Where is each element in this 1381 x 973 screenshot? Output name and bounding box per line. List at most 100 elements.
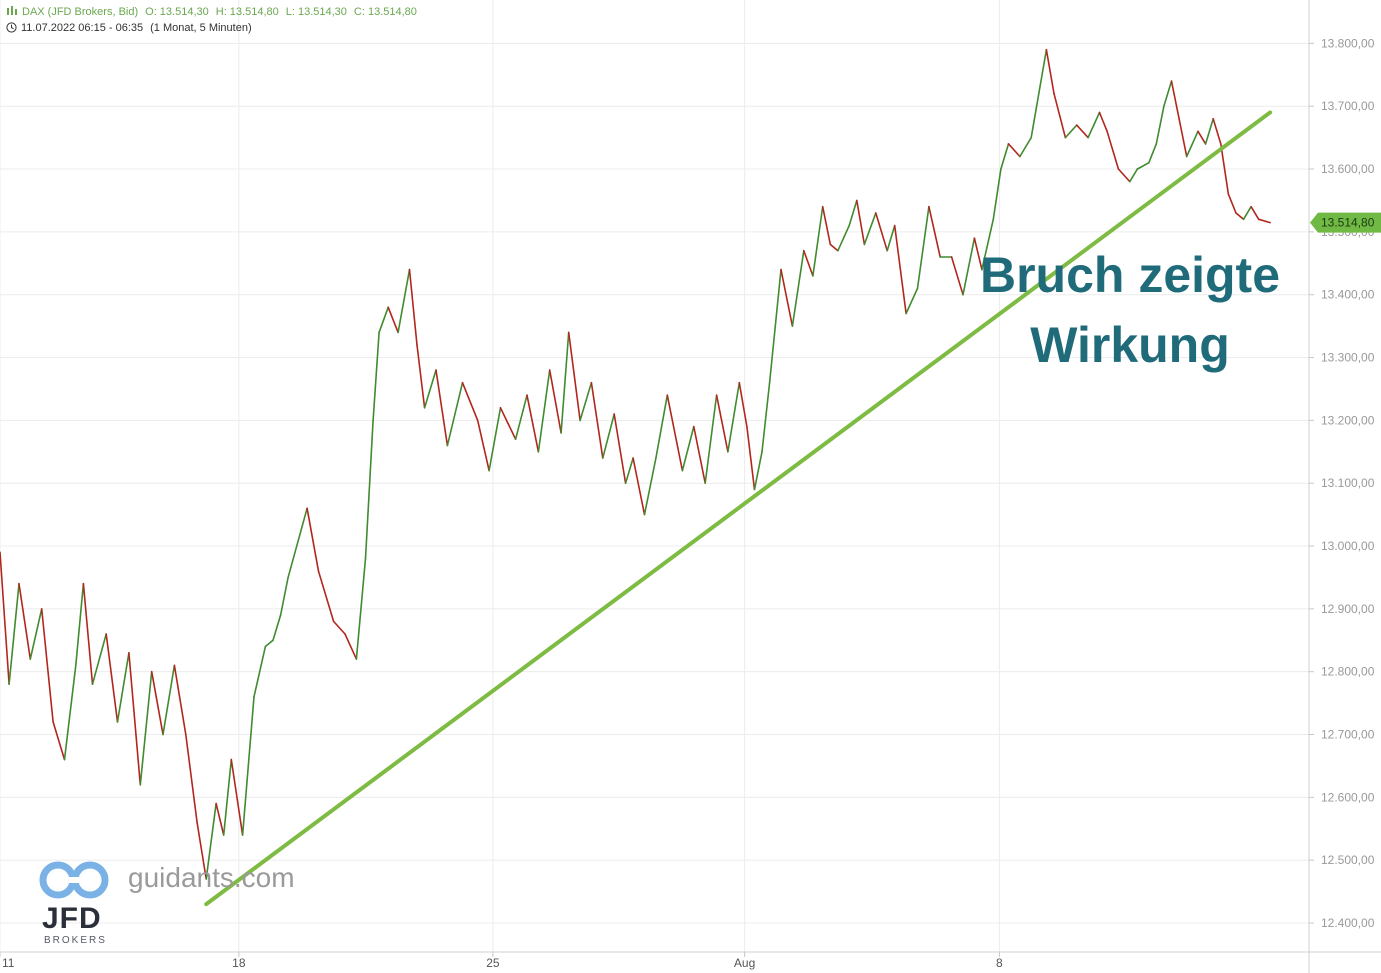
price-segment xyxy=(780,268,794,327)
price-segment xyxy=(746,425,756,491)
time-range: 11.07.2022 06:15 - 06:35 xyxy=(21,22,144,34)
price-segment xyxy=(1170,80,1180,120)
annotation-line-1: Bruch zeigte xyxy=(979,247,1281,303)
price-segment xyxy=(1117,168,1131,183)
price-segment xyxy=(1064,124,1078,139)
price-segment xyxy=(1129,168,1139,183)
price-segment xyxy=(287,507,308,579)
annotation-line-2: Wirkung xyxy=(1030,317,1230,373)
price-segment xyxy=(1204,118,1214,145)
price-segment xyxy=(666,394,684,472)
price-segment xyxy=(715,394,729,453)
last-price-tag: 13.514,80 xyxy=(1310,212,1381,233)
trendline xyxy=(204,110,1273,907)
price-segment xyxy=(279,576,289,616)
price-segment xyxy=(526,394,540,453)
x-axis-tick-label: 11 xyxy=(2,956,15,970)
price-segment xyxy=(950,256,964,296)
y-axis: 12.400,00 12.500,00 12.600,00 12.700,00 12.8… xyxy=(1308,0,1375,973)
price-segment xyxy=(1185,130,1199,158)
price-segment xyxy=(992,168,1002,221)
price-segment xyxy=(768,268,782,384)
y-axis-tick-label: 12.900,00 xyxy=(1321,602,1375,616)
price-segment xyxy=(364,419,374,560)
price-segment xyxy=(727,381,741,453)
price-segment xyxy=(63,664,77,761)
price-segment xyxy=(241,695,255,836)
price-segment xyxy=(1087,111,1101,139)
price-segment xyxy=(981,218,995,271)
price-segment xyxy=(567,331,581,422)
price-segment xyxy=(855,199,866,246)
y-axis-tick-label: 12.400,00 xyxy=(1321,916,1375,930)
price-segment xyxy=(82,582,94,686)
price-segment xyxy=(397,268,411,334)
price-segment xyxy=(40,608,54,723)
price-segment xyxy=(0,551,10,686)
price-segment xyxy=(632,457,646,516)
price-segment xyxy=(29,608,43,660)
price-segment xyxy=(387,306,399,334)
broker-logo-subtitle: BROKERS xyxy=(44,935,107,946)
price-segment xyxy=(1000,143,1010,170)
price-segment xyxy=(162,664,176,736)
price-segment xyxy=(1136,162,1150,170)
price-segment xyxy=(1178,118,1188,158)
price-segment xyxy=(1220,143,1230,195)
price-segment xyxy=(802,249,814,277)
price-segment xyxy=(264,639,274,648)
price-segment xyxy=(272,614,282,642)
price-segment xyxy=(821,205,832,246)
price-segment xyxy=(874,212,889,252)
price-segment xyxy=(579,381,593,422)
price-segment xyxy=(150,670,164,736)
y-axis-tick-label: 13.100,00 xyxy=(1321,476,1375,490)
price-segment xyxy=(91,633,107,686)
time-range-header: 11.07.2022 06:15 - 06:35 (1 Monat, 5 Minu… xyxy=(6,22,252,34)
price-segment xyxy=(514,394,528,441)
price-segment xyxy=(973,237,983,271)
price-segment xyxy=(1007,143,1021,158)
clock-icon xyxy=(6,22,17,33)
price-segment xyxy=(753,450,763,491)
price-segment xyxy=(317,570,335,623)
price-segment xyxy=(355,557,367,660)
y-axis-tick-label: 12.500,00 xyxy=(1321,853,1375,867)
y-axis-tick-label: 12.800,00 xyxy=(1321,665,1375,679)
price-segment xyxy=(344,633,358,660)
price-segment xyxy=(1212,118,1222,145)
price-segment xyxy=(893,224,907,315)
price-segment xyxy=(1227,193,1237,214)
price-segment xyxy=(128,651,142,786)
open-value: O: 13.514,30 xyxy=(145,6,209,18)
chart-grid xyxy=(0,0,1309,952)
price-segment xyxy=(1106,130,1120,170)
instrument-symbol: DAX (JFD Brokers, Bid) xyxy=(22,6,139,18)
brand-website: guidants.com xyxy=(128,862,295,893)
guidants-logo-icon xyxy=(39,861,109,899)
price-segment xyxy=(1242,205,1252,221)
price-segment xyxy=(601,413,616,459)
candlestick-icon xyxy=(7,6,17,15)
price-segment xyxy=(829,243,839,252)
price-segment xyxy=(1155,105,1165,145)
price-segment xyxy=(848,199,858,227)
price-segment xyxy=(1053,92,1067,139)
price-segment xyxy=(692,425,707,485)
last-price-tag-shape xyxy=(1310,212,1381,233)
price-segment xyxy=(655,394,669,459)
x-axis-tick-label: 18 xyxy=(232,956,246,970)
price-segment xyxy=(75,582,85,667)
price-segment xyxy=(886,224,896,252)
chart-annotation: Bruch zeigte Wirkung xyxy=(940,240,1320,380)
price-segment xyxy=(105,633,119,723)
price-segment xyxy=(230,758,244,836)
y-axis-tick-label: 13.800,00 xyxy=(1321,36,1375,50)
price-segment xyxy=(1163,80,1173,107)
price-segment xyxy=(378,306,390,334)
price-segment xyxy=(681,425,695,472)
price-segment xyxy=(185,733,198,824)
support-trendline xyxy=(204,110,1273,907)
price-segment xyxy=(1197,130,1207,145)
